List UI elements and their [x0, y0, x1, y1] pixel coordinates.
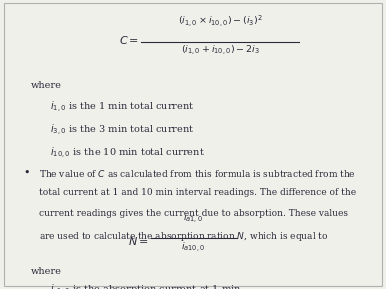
Text: $i_{10,0}$ is the 10 min total current: $i_{10,0}$ is the 10 min total current: [50, 146, 205, 161]
Text: •: •: [23, 168, 30, 178]
Text: $C=$: $C=$: [119, 34, 139, 47]
Text: where: where: [31, 81, 62, 90]
Text: where: where: [31, 267, 62, 276]
Text: $i_{a10,0}$: $i_{a10,0}$: [181, 240, 205, 254]
Text: $(i_{1,0}\times i_{10,0})-(i_3)^2$: $(i_{1,0}\times i_{10,0})-(i_3)^2$: [178, 14, 262, 29]
Text: $i_{3,0}$ is the 3 min total current: $i_{3,0}$ is the 3 min total current: [50, 123, 195, 138]
Text: current readings gives the current due to absorption. These values: current readings gives the current due t…: [39, 209, 348, 218]
FancyBboxPatch shape: [4, 3, 382, 286]
Text: $(i_{1,0}+i_{10,0})-2i_3$: $(i_{1,0}+i_{10,0})-2i_3$: [181, 43, 259, 57]
Text: $i_{1,0}$ is the 1 min total current: $i_{1,0}$ is the 1 min total current: [50, 100, 195, 115]
Text: total current at 1 and 10 min interval readings. The difference of the: total current at 1 and 10 min interval r…: [39, 188, 356, 197]
Text: $i_{a1,0}$: $i_{a1,0}$: [183, 212, 203, 225]
Text: $N=$: $N=$: [128, 235, 149, 247]
Text: are used to calculate the absorption ration $N$, which is equal to: are used to calculate the absorption rat…: [39, 230, 328, 243]
Text: $i_{a1,0}$ is the absorption current at 1 min: $i_{a1,0}$ is the absorption current at …: [50, 283, 242, 289]
Text: The value of $C$ as calculated from this formula is subtracted from the: The value of $C$ as calculated from this…: [39, 168, 356, 179]
